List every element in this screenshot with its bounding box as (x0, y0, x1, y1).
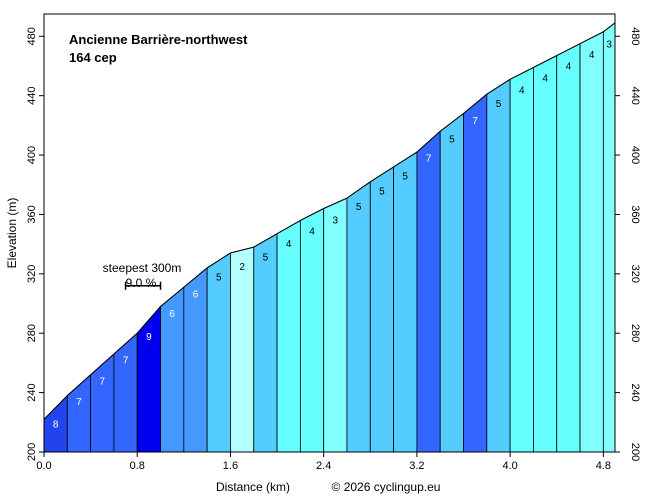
gradient-label: 4 (519, 85, 525, 96)
y-tick-label-right: 400 (629, 146, 641, 164)
gradient-segment (602, 22, 616, 453)
x-tick-label: 1.6 (223, 460, 238, 472)
y-tick-label-right: 440 (629, 86, 641, 104)
gradient-segment (463, 93, 488, 453)
gradient-label: 5 (496, 99, 502, 110)
gradient-segment (486, 78, 511, 453)
segments-layer (43, 22, 616, 453)
steepest-marker (124, 281, 162, 290)
gradient-segment (346, 181, 371, 453)
y-axis-right: 200 240 280 320 360 400 440 480 (615, 27, 641, 461)
profile-line (43, 22, 616, 420)
y-tick-label-right: 240 (629, 383, 641, 401)
y-tick-label: 280 (26, 324, 38, 342)
y-tick-label-right: 200 (629, 443, 641, 461)
y-tick-label: 480 (26, 27, 38, 45)
gradient-segment (136, 305, 161, 453)
x-axis-label: Distance (km) (216, 480, 290, 494)
gradient-label: 4 (542, 74, 548, 85)
gradient-label: 8 (53, 420, 59, 431)
gradient-label: 4 (309, 226, 315, 237)
y-axis-left: 200 240 280 320 360 400 440 480 (26, 27, 44, 461)
chart-title: Ancienne Barrière-northwest (69, 32, 248, 47)
gradient-segment (66, 373, 92, 453)
gradient-label: 2 (239, 262, 245, 273)
gradient-label: 6 (193, 290, 199, 301)
gradient-label: 5 (216, 273, 222, 284)
gradient-label: 7 (472, 116, 478, 127)
gradient-segment (556, 43, 581, 453)
gradient-label: 7 (123, 356, 129, 367)
gradient-label: 5 (449, 134, 455, 145)
credit-text: © 2026 cyclingup.eu (332, 480, 441, 494)
gradient-label: 4 (589, 50, 595, 61)
x-tick-label: 0.8 (130, 460, 145, 472)
y-tick-label: 320 (26, 265, 38, 283)
gradient-label: 7 (76, 397, 82, 408)
gradient-segment (509, 66, 534, 453)
y-tick-label: 440 (26, 86, 38, 104)
gradient-segment (253, 233, 278, 453)
gradient-label: 5 (263, 252, 269, 263)
gradient-segment (533, 54, 558, 453)
gradient-label: 3 (606, 39, 612, 50)
x-tick-label: 0.0 (36, 460, 51, 472)
gradient-segment (416, 130, 441, 453)
gradient-label: 7 (100, 376, 106, 387)
y-tick-label: 240 (26, 383, 38, 401)
y-tick-label: 200 (26, 443, 38, 461)
gradient-label: 5 (379, 186, 385, 197)
gradient-label: 6 (169, 309, 175, 320)
gradient-segment (579, 31, 604, 453)
gradient-segment (299, 207, 325, 453)
plot-frame (43, 13, 616, 453)
gradient-label: 3 (333, 215, 339, 226)
gradient-segment (276, 219, 301, 453)
gradient-segment (393, 151, 418, 453)
x-tick-label: 4.8 (596, 460, 611, 472)
gradient-label: 5 (356, 202, 362, 213)
gradient-segment (90, 353, 115, 453)
gradient-segment (369, 166, 394, 453)
y-tick-label-right: 280 (629, 324, 641, 342)
y-axis-label: Elevation (m) (5, 198, 19, 269)
gradient-segment (323, 197, 348, 453)
y-tick-label: 360 (26, 205, 38, 223)
y-tick-label-right: 480 (629, 27, 641, 45)
steepest-value: 9.0 % (126, 276, 157, 290)
x-tick-label: 3.2 (409, 460, 424, 472)
y-tick-label-right: 320 (629, 265, 641, 283)
x-tick-label: 4.0 (502, 460, 517, 472)
y-tick-label: 400 (26, 146, 38, 164)
chart-subtitle: 164 cep (69, 50, 117, 65)
gradient-segment (439, 112, 464, 453)
y-tick-label-right: 360 (629, 205, 641, 223)
gradient-label: 9 (146, 332, 152, 343)
steepest-label: steepest 300m (103, 261, 182, 275)
gradient-segment (230, 246, 255, 453)
gradient-label: 7 (426, 154, 432, 165)
gradient-label: 5 (402, 172, 408, 183)
gradient-label: 4 (566, 62, 572, 73)
x-axis: 0.0 0.8 1.6 2.4 3.2 4.0 4.8 (36, 452, 611, 472)
x-tick-label: 2.4 (316, 460, 331, 472)
gradient-label: 4 (286, 239, 292, 250)
